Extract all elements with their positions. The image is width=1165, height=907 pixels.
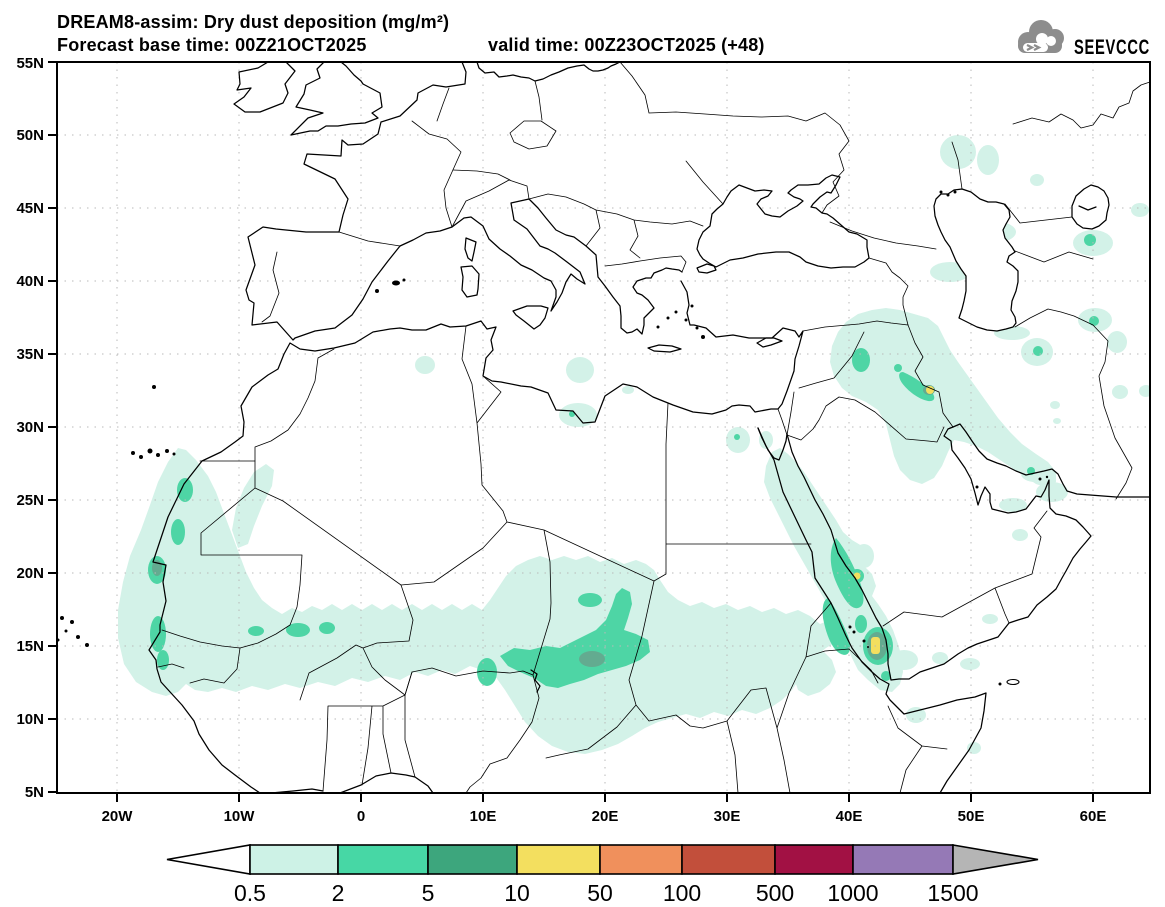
colorbar-segment: [774, 844, 854, 875]
country-borders: [157, 62, 1150, 793]
colorbar-segment: [599, 844, 683, 875]
colorbar-tick-label: 2: [332, 880, 345, 906]
colorbar-overflow-arrow: [952, 844, 1039, 875]
lon-label: 60E: [1080, 808, 1107, 825]
lat-axis: 55N 50N 45N 40N 35N 30N 25N 20N 15N 10N …: [16, 55, 57, 801]
lat-label: 20N: [16, 565, 44, 582]
lat-label: 10N: [16, 711, 44, 728]
colorbar-tick-label: 0.5: [234, 880, 266, 906]
colorbar-segment: [852, 844, 954, 875]
map-canvas: [57, 62, 1150, 793]
lon-label: 30E: [714, 808, 741, 825]
colorbar-segment: [516, 844, 601, 875]
valid-time: valid time: 00Z23OCT2025 (+48): [488, 35, 765, 55]
colorbar-tick-label: 10: [504, 880, 530, 906]
colorbar: 0.5 2 5 10 50 100 500 1000 1500: [166, 844, 1039, 906]
lon-axis: 20W 10W 0 10E 20E 30E 40E 50E 60E: [102, 793, 1107, 825]
lon-label: 20E: [592, 808, 619, 825]
lon-label: 10W: [224, 808, 256, 825]
lon-label: 20W: [102, 808, 134, 825]
lon-label: 40E: [836, 808, 863, 825]
island-specks: [57, 190, 1049, 686]
colorbar-tick-label: 500: [756, 880, 794, 906]
lon-label: 0: [357, 808, 365, 825]
colorbar-segment: [681, 844, 776, 875]
lat-label: 30N: [16, 419, 44, 436]
colorbar-tick-label: 5: [422, 880, 435, 906]
colorbar-tick-label: 1000: [827, 880, 878, 906]
cloud-arrow-icon: [1026, 44, 1042, 51]
lat-label: 15N: [16, 638, 44, 655]
lat-label: 40N: [16, 273, 44, 290]
forecast-base-time: Forecast base time: 00Z21OCT2025: [57, 35, 367, 55]
lat-label: 45N: [16, 200, 44, 217]
colorbar-tick-label: 50: [587, 880, 613, 906]
lat-label: 25N: [16, 492, 44, 509]
figure-title: DREAM8-assim: Dry dust deposition (mg/m²…: [57, 12, 449, 32]
lat-label: 50N: [16, 127, 44, 144]
colorbar-tick-label: 1500: [927, 880, 978, 906]
colorbar-segment: [249, 844, 339, 875]
colorbar-segment: [337, 844, 429, 875]
coastlines: [57, 62, 1150, 793]
colorbar-tick-label: 100: [663, 880, 701, 906]
lat-label: 35N: [16, 346, 44, 363]
lat-label: 5N: [25, 784, 44, 801]
lon-label: 50E: [958, 808, 985, 825]
lat-label: 55N: [16, 55, 44, 72]
colorbar-underflow-arrow: [166, 844, 251, 875]
logo-text: SEEVCCC: [1074, 36, 1150, 59]
lon-label: 10E: [470, 808, 497, 825]
seevccc-logo: SEEVCCC: [1018, 20, 1150, 59]
colorbar-segment: [427, 844, 518, 875]
